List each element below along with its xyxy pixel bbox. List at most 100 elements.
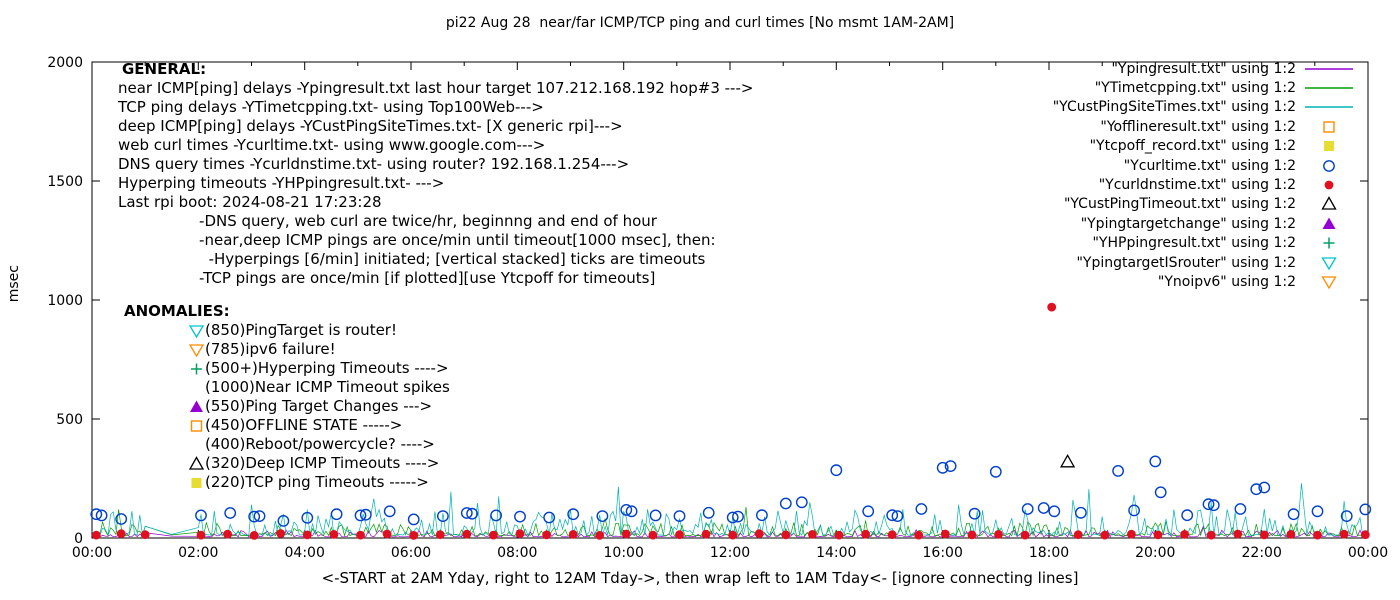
- curl-point: [862, 505, 875, 518]
- curl-point: [1258, 481, 1271, 494]
- general-note-line: near ICMP[ping] delays -Ypingresult.txt …: [118, 79, 754, 97]
- general-note-line: -TCP pings are once/min [if plotted][use…: [118, 269, 656, 287]
- general-note-line: Last rpi boot: 2024-08-21 17:23:28: [118, 193, 382, 211]
- curl-point: [673, 510, 686, 522]
- series-deep_icmp-line: [91, 483, 1369, 537]
- y-tick-label: 1000: [47, 293, 83, 309]
- legend-label: "Ypingtargetchange" using 1:2: [1080, 215, 1296, 232]
- x-tick-label: 20:00: [1135, 545, 1175, 561]
- curl-point: [830, 464, 843, 477]
- legend-item: "YpingtargetISrouter" using 1:2: [1053, 253, 1356, 272]
- curl-point: [1207, 499, 1220, 512]
- anomaly-item: (1000)Near ICMP Timeout spikes: [118, 378, 753, 397]
- anomaly-item: (550)Ping Target Changes --->: [118, 397, 753, 416]
- curl-point: [567, 508, 580, 521]
- curl-point: [543, 511, 556, 524]
- dns-point: [1286, 530, 1296, 539]
- curl-point: [359, 508, 372, 521]
- x-tick-label: 02:00: [178, 545, 218, 561]
- legend-item: "YTimetcpping.txt" using 1:2: [1053, 78, 1356, 97]
- dns-point: [1127, 529, 1136, 539]
- y-tick-label: 1500: [47, 174, 83, 190]
- curl-point: [1048, 505, 1061, 518]
- legend-line-icon: [1302, 99, 1356, 115]
- dns-point: [356, 530, 365, 540]
- dns-point: [781, 530, 791, 540]
- anomalies-heading: ANOMALIES:: [124, 302, 230, 320]
- curl-point: [620, 503, 633, 516]
- dns-point: [808, 530, 817, 539]
- x-tick-label: 16:00: [923, 545, 963, 561]
- curl-point: [1287, 508, 1300, 521]
- legend-triangle-open-icon: [1302, 196, 1356, 212]
- anomaly-text: (320)Deep ICMP Timeouts ---->: [205, 454, 440, 472]
- curl-point: [726, 511, 739, 524]
- dns-point: [1233, 529, 1243, 539]
- legend-label: "YTimetcpping.txt" using 1:2: [1094, 80, 1296, 97]
- curl-point: [248, 510, 261, 523]
- x-tick-label: 08:00: [497, 545, 537, 561]
- chart-title: pi22 Aug 28 near/far ICMP/TCP ping and c…: [445, 15, 955, 31]
- legend-item: "Ytcpoff_record.txt" using 1:2: [1053, 137, 1356, 156]
- curl-point: [460, 507, 473, 519]
- dns-point: [940, 529, 950, 539]
- curl-point: [514, 510, 526, 523]
- curl-point: [944, 460, 957, 472]
- dns-point: [515, 529, 525, 539]
- dns-point: [887, 530, 897, 540]
- x-axis-label: <-START at 2AM Yday, right to 12AM Tday-…: [321, 569, 1079, 587]
- anomaly-text: (400)Reboot/powercycle? ---->: [205, 435, 435, 453]
- general-note-line: DNS query times -Ycurldnstime.txt- using…: [118, 155, 630, 173]
- curl-point: [886, 509, 899, 522]
- curl-point: [301, 511, 314, 524]
- y-tick-label: 500: [56, 412, 83, 428]
- legend-circle-filled-icon: [1302, 177, 1356, 193]
- anomaly-triangle-filled-icon: [188, 399, 205, 415]
- dns-point: [302, 530, 312, 540]
- curl-point: [1250, 483, 1263, 496]
- curl-point: [1075, 506, 1087, 519]
- x-tick-label: 22:00: [1242, 545, 1282, 561]
- dns-point: [1313, 530, 1322, 540]
- general-note-line: Hyperping timeouts -YHPpingresult.txt- -…: [118, 174, 445, 192]
- legend-triangle-down-open-icon: [1302, 274, 1356, 290]
- curl-point: [795, 496, 808, 509]
- legend-label: "YpingtargetISrouter" using 1:2: [1076, 254, 1296, 271]
- x-tick-label: 00:00: [1348, 545, 1388, 561]
- legend-item: "YHPpingresult.txt" using 1:2: [1053, 234, 1356, 253]
- curl-point: [90, 508, 103, 521]
- x-tick-label: 14:00: [816, 545, 856, 561]
- curl-point: [779, 497, 792, 510]
- legend-item: "Ypingtargetchange" using 1:2: [1053, 214, 1356, 233]
- legend-item: "YCustPingTimeout.txt" using 1:2: [1053, 195, 1356, 214]
- general-note-line: -DNS query, web curl are twice/hr, begin…: [118, 212, 657, 230]
- curl-point: [330, 508, 343, 521]
- curl-point: [936, 461, 949, 474]
- legend-circle-open-icon: [1302, 158, 1356, 174]
- general-note-line: TCP ping delays -YTimetcpping.txt- using…: [118, 98, 544, 116]
- dns-point: [1259, 530, 1269, 540]
- anomaly-text: (220)TCP ping Timeouts ----->: [205, 473, 429, 491]
- anomaly-triangle-down-open-icon: [188, 342, 205, 358]
- curl-point: [649, 509, 662, 522]
- dns-point: [116, 529, 126, 539]
- dns-point: [728, 530, 738, 540]
- legend-label: "Yofflineresult.txt" using 1:2: [1100, 118, 1296, 135]
- anomaly-text: (500+)Hyperping Timeouts ---->: [205, 359, 449, 377]
- curl-point: [1037, 502, 1050, 514]
- dns-point: [1206, 530, 1216, 540]
- curl-point: [891, 510, 904, 522]
- anomaly-square-filled-icon: [188, 475, 205, 491]
- anomaly-text: (550)Ping Target Changes --->: [205, 397, 433, 415]
- plot-annotations: GENERAL: near ICMP[ping] delays -Ypingres…: [118, 60, 753, 492]
- legend-square-open-icon: [1302, 119, 1356, 135]
- general-note-line: deep ICMP[ping] delays -YCustPingSiteTim…: [118, 117, 623, 135]
- anomaly-text: (450)OFFLINE STATE ----->: [205, 416, 403, 434]
- curl-point: [702, 506, 715, 519]
- dns-point: [648, 530, 658, 540]
- dns-point: [1180, 530, 1189, 539]
- x-tick-label: 12:00: [710, 545, 750, 561]
- legend-label: "YCustPingSiteTimes.txt" using 1:2: [1052, 99, 1296, 116]
- legend-triangle-filled-icon: [1302, 216, 1356, 232]
